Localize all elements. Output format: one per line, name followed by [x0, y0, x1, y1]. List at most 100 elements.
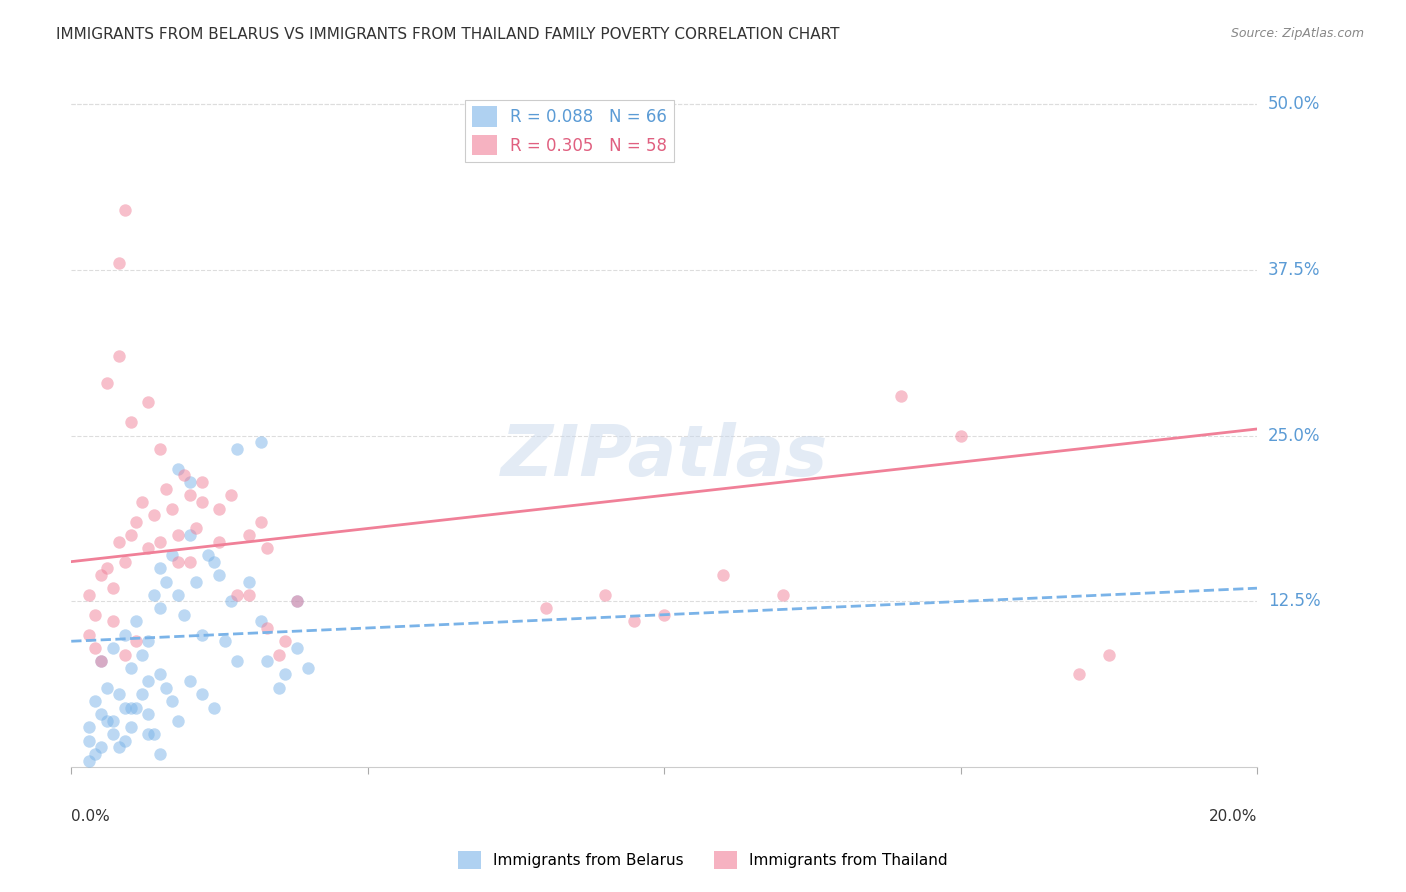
- Point: [131, 648, 153, 662]
- Point: [167, 588, 190, 602]
- Point: [149, 667, 172, 681]
- Point: [652, 607, 675, 622]
- Point: [173, 607, 195, 622]
- Point: [160, 501, 183, 516]
- Point: [125, 515, 148, 529]
- Point: [143, 508, 166, 523]
- Point: [125, 615, 148, 629]
- Point: [949, 428, 972, 442]
- Point: [167, 714, 190, 728]
- Text: ZIPatlas: ZIPatlas: [501, 422, 828, 491]
- Point: [160, 694, 183, 708]
- Point: [179, 488, 201, 502]
- Point: [136, 634, 159, 648]
- Point: [190, 495, 212, 509]
- Point: [256, 654, 278, 668]
- Point: [136, 673, 159, 688]
- Point: [256, 621, 278, 635]
- Point: [772, 588, 794, 602]
- Point: [155, 574, 177, 589]
- Point: [238, 574, 260, 589]
- Point: [1069, 667, 1091, 681]
- Point: [285, 594, 308, 608]
- Point: [114, 700, 136, 714]
- Point: [160, 548, 183, 562]
- Point: [77, 627, 100, 641]
- Point: [179, 475, 201, 489]
- Point: [167, 462, 190, 476]
- Point: [890, 389, 912, 403]
- Point: [267, 681, 290, 695]
- Point: [297, 661, 319, 675]
- Point: [90, 654, 112, 668]
- Legend: R = 0.088   N = 66, R = 0.305   N = 58: R = 0.088 N = 66, R = 0.305 N = 58: [465, 100, 673, 162]
- Point: [1098, 648, 1121, 662]
- Point: [190, 627, 212, 641]
- Point: [179, 673, 201, 688]
- Point: [250, 435, 273, 450]
- Point: [77, 588, 100, 602]
- Point: [120, 415, 142, 429]
- Point: [149, 534, 172, 549]
- Point: [534, 601, 557, 615]
- Point: [120, 721, 142, 735]
- Point: [250, 515, 273, 529]
- Point: [120, 661, 142, 675]
- Point: [125, 634, 148, 648]
- Point: [114, 555, 136, 569]
- Point: [96, 561, 118, 575]
- Text: 20.0%: 20.0%: [1209, 809, 1257, 823]
- Point: [114, 203, 136, 218]
- Point: [593, 588, 616, 602]
- Point: [149, 601, 172, 615]
- Point: [120, 528, 142, 542]
- Point: [273, 667, 295, 681]
- Point: [136, 707, 159, 722]
- Point: [250, 615, 273, 629]
- Point: [90, 707, 112, 722]
- Point: [90, 740, 112, 755]
- Point: [179, 555, 201, 569]
- Point: [84, 640, 107, 655]
- Legend: Immigrants from Belarus, Immigrants from Thailand: Immigrants from Belarus, Immigrants from…: [451, 845, 955, 875]
- Point: [179, 528, 201, 542]
- Point: [143, 727, 166, 741]
- Point: [131, 495, 153, 509]
- Point: [77, 733, 100, 747]
- Point: [120, 700, 142, 714]
- Text: IMMIGRANTS FROM BELARUS VS IMMIGRANTS FROM THAILAND FAMILY POVERTY CORRELATION C: IMMIGRANTS FROM BELARUS VS IMMIGRANTS FR…: [56, 27, 839, 42]
- Point: [84, 747, 107, 761]
- Point: [101, 581, 124, 595]
- Point: [256, 541, 278, 556]
- Point: [101, 640, 124, 655]
- Point: [96, 681, 118, 695]
- Point: [285, 640, 308, 655]
- Point: [221, 488, 243, 502]
- Point: [114, 627, 136, 641]
- Point: [143, 588, 166, 602]
- Point: [226, 588, 249, 602]
- Point: [149, 442, 172, 456]
- Point: [125, 700, 148, 714]
- Point: [90, 654, 112, 668]
- Point: [77, 754, 100, 768]
- Text: 0.0%: 0.0%: [72, 809, 110, 823]
- Point: [107, 256, 129, 270]
- Point: [285, 594, 308, 608]
- Point: [184, 574, 207, 589]
- Point: [221, 594, 243, 608]
- Point: [107, 740, 129, 755]
- Point: [238, 528, 260, 542]
- Text: 25.0%: 25.0%: [1268, 426, 1320, 444]
- Point: [208, 568, 231, 582]
- Point: [197, 548, 219, 562]
- Point: [96, 376, 118, 390]
- Point: [107, 687, 129, 701]
- Point: [208, 501, 231, 516]
- Text: 50.0%: 50.0%: [1268, 95, 1320, 113]
- Point: [96, 714, 118, 728]
- Point: [713, 568, 735, 582]
- Point: [90, 568, 112, 582]
- Point: [238, 588, 260, 602]
- Point: [131, 687, 153, 701]
